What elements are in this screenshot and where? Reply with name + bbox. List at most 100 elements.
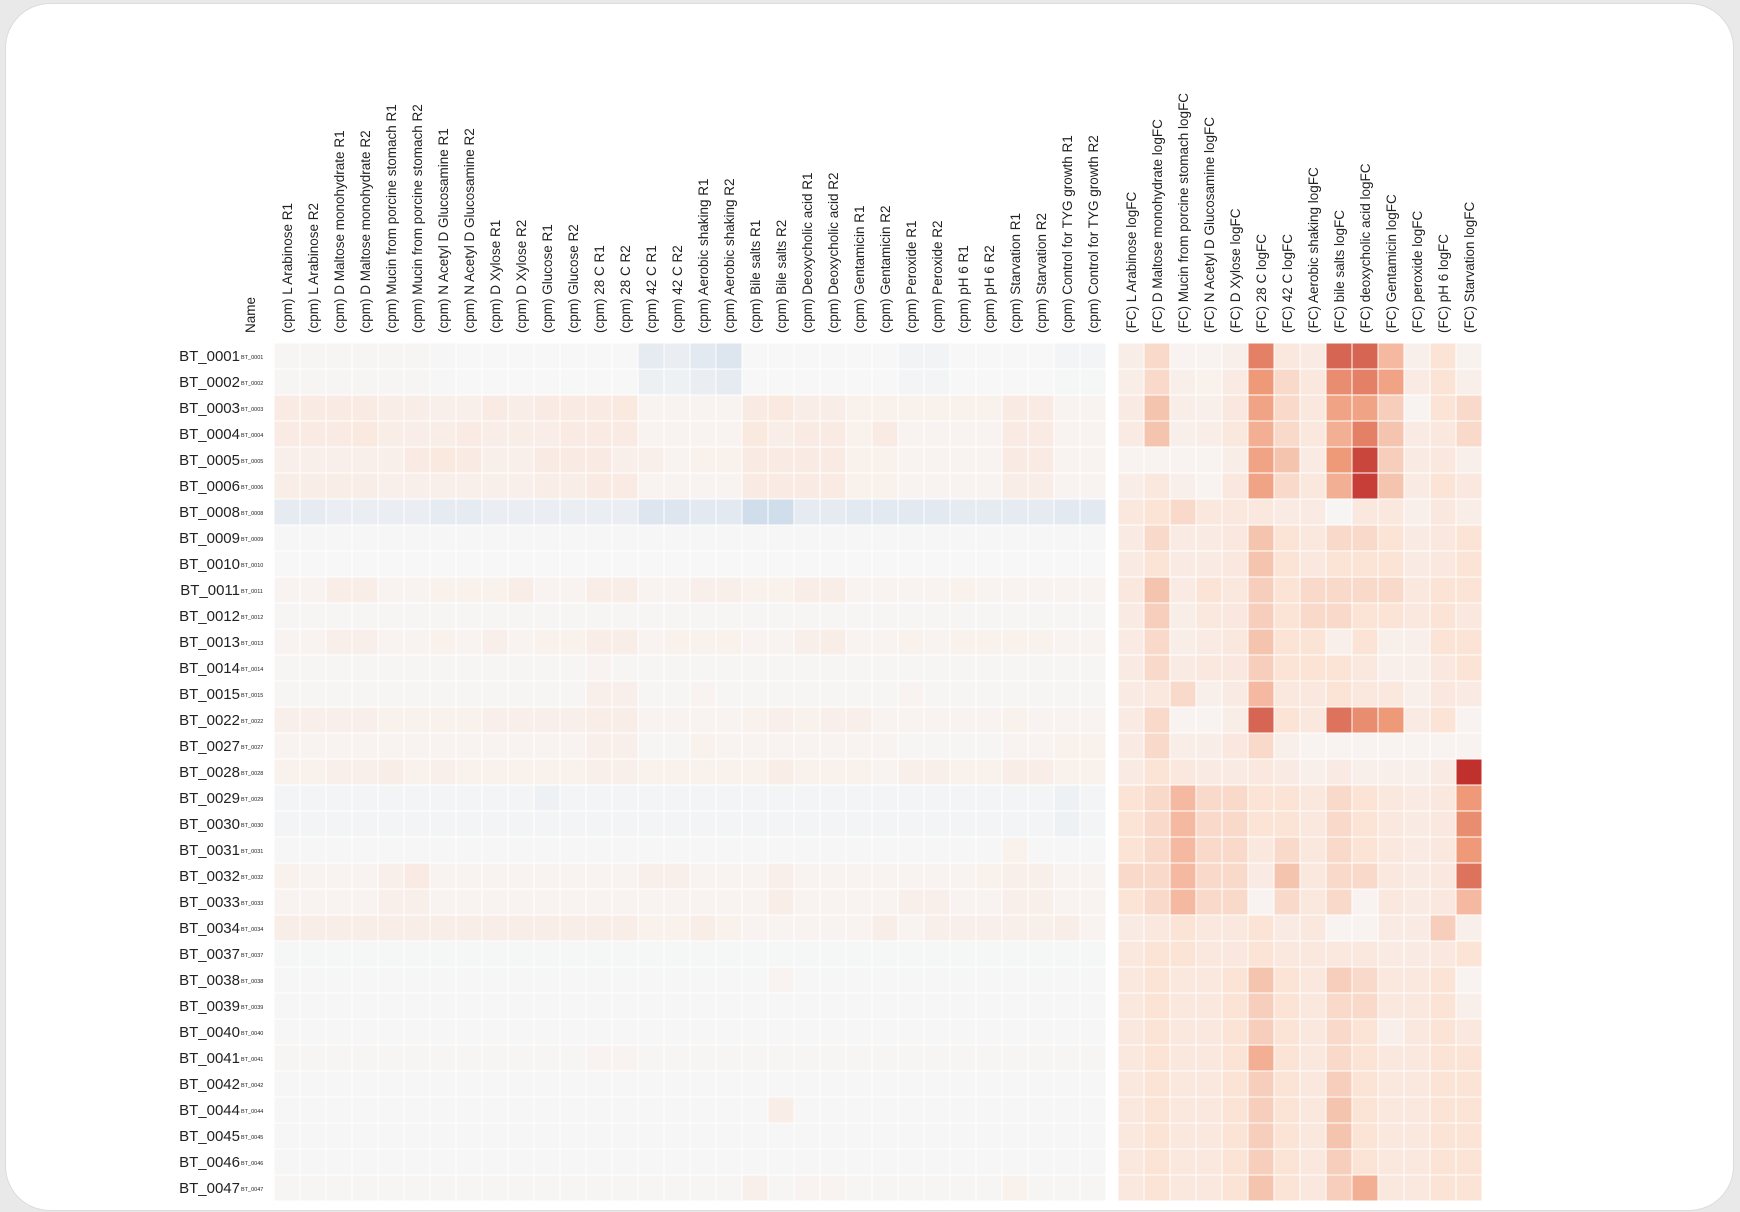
fc-cell [1403, 654, 1431, 682]
cpm-cell [793, 888, 821, 916]
cpm-cell [377, 680, 405, 708]
cpm-cell [923, 472, 951, 500]
fc-cell [1455, 732, 1483, 760]
column-header: (FC) bile salts logFC [1332, 210, 1347, 333]
cpm-cell [429, 342, 457, 370]
fc-cell [1169, 446, 1197, 474]
cpm-cell [819, 732, 847, 760]
cpm-cell [1053, 940, 1081, 968]
row-label: BT_0032 [179, 868, 240, 885]
cpm-cell [793, 680, 821, 708]
fc-cell [1221, 966, 1249, 994]
fc-cell [1403, 914, 1431, 942]
cpm-cell [949, 888, 977, 916]
fc-cell [1143, 498, 1171, 526]
cpm-cell [559, 1018, 587, 1046]
fc-cell [1247, 1174, 1275, 1202]
cpm-cell [793, 1018, 821, 1046]
cpm-cell [923, 394, 951, 422]
fc-cell [1455, 654, 1483, 682]
fc-cell [1429, 758, 1457, 786]
cpm-cell [1001, 420, 1029, 448]
cpm-cell [793, 914, 821, 942]
fc-cell [1169, 888, 1197, 916]
cpm-cell [845, 888, 873, 916]
fc-cell [1247, 1148, 1275, 1176]
fc-cell [1403, 784, 1431, 812]
cpm-cell [767, 602, 795, 630]
fc-cell [1117, 1044, 1145, 1072]
fc-cell [1117, 758, 1145, 786]
cpm-cell [663, 862, 691, 890]
cpm-cell [481, 862, 509, 890]
cpm-cell [871, 732, 899, 760]
row-label: BT_0010 [179, 556, 240, 573]
name-column-header: Name [243, 297, 258, 333]
fc-cell [1377, 628, 1405, 656]
fc-cell [1377, 862, 1405, 890]
cpm-cell [481, 1174, 509, 1202]
fc-cell [1299, 394, 1327, 422]
fc-cell [1143, 420, 1171, 448]
cpm-cell [351, 628, 379, 656]
cpm-cell [611, 862, 639, 890]
cpm-cell [559, 680, 587, 708]
cpm-cell [1079, 940, 1107, 968]
fc-cell [1221, 862, 1249, 890]
cpm-cell [403, 1096, 431, 1124]
fc-cell [1195, 1174, 1223, 1202]
cpm-cell [975, 602, 1003, 630]
cpm-cell [299, 1018, 327, 1046]
cpm-cell [871, 1148, 899, 1176]
cpm-cell [663, 810, 691, 838]
cpm-cell [377, 836, 405, 864]
fc-cell [1273, 732, 1301, 760]
cpm-cell [1079, 654, 1107, 682]
fc-cell [1429, 992, 1457, 1020]
cpm-cell [949, 992, 977, 1020]
cpm-cell [1053, 914, 1081, 942]
cpm-cell [1001, 836, 1029, 864]
fc-cell [1351, 680, 1379, 708]
fc-cell [1169, 394, 1197, 422]
cpm-cell [897, 784, 925, 812]
fc-cell [1117, 368, 1145, 396]
cpm-cell [559, 394, 587, 422]
fc-cell [1455, 992, 1483, 1020]
cpm-cell [975, 992, 1003, 1020]
cpm-cell [455, 758, 483, 786]
fc-cell [1325, 602, 1353, 630]
cpm-cell [403, 862, 431, 890]
cpm-cell [975, 446, 1003, 474]
fc-cell [1221, 1070, 1249, 1098]
cpm-cell [975, 394, 1003, 422]
cpm-cell [637, 758, 665, 786]
cpm-cell [325, 758, 353, 786]
row-sublabel: BT_0032 [241, 875, 263, 881]
cpm-cell [1001, 680, 1029, 708]
cpm-cell [897, 1018, 925, 1046]
cpm-cell [637, 1070, 665, 1098]
fc-cell [1273, 784, 1301, 812]
fc-cell [1403, 940, 1431, 968]
cpm-cell [975, 706, 1003, 734]
cpm-cell [1079, 680, 1107, 708]
cpm-cell [767, 966, 795, 994]
row-label: BT_0030 [179, 816, 240, 833]
cpm-cell [949, 550, 977, 578]
cpm-cell [611, 654, 639, 682]
fc-cell [1455, 1122, 1483, 1150]
cpm-cell [533, 654, 561, 682]
cpm-cell [819, 1148, 847, 1176]
cpm-cell [793, 420, 821, 448]
cpm-cell [455, 706, 483, 734]
fc-cell [1429, 836, 1457, 864]
cpm-cell [1053, 758, 1081, 786]
fc-cell [1351, 550, 1379, 578]
fc-cell [1403, 732, 1431, 760]
cpm-cell [949, 368, 977, 396]
cpm-cell [455, 914, 483, 942]
cpm-cell [611, 498, 639, 526]
fc-cell [1351, 732, 1379, 760]
cpm-cell [325, 524, 353, 552]
